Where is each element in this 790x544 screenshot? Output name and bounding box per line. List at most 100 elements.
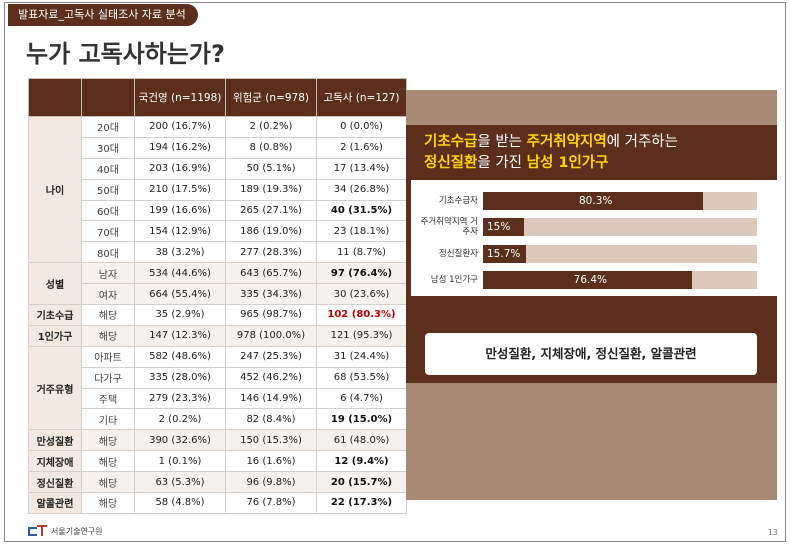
stat-bar-track: 15.7% — [483, 245, 757, 263]
row-subcategory: 다가구 — [81, 366, 135, 389]
cell-risk-group: 978 (100.0%) — [225, 324, 317, 347]
cell-lonely-death: 2 (1.6%) — [316, 136, 407, 159]
cell-risk-group: 150 (15.3%) — [225, 429, 317, 452]
stat-bar-track: 80.3% — [483, 192, 757, 210]
cell-lonely-death: 102 (80.3%) — [316, 304, 407, 326]
cell-risk-group: 16 (1.6%) — [225, 450, 317, 473]
logo-mark-icon — [28, 525, 48, 537]
stat-bar-row: 정신질환자 15.7% — [420, 244, 760, 264]
stat-bar-row: 남성 1인가구 76.4% — [420, 270, 760, 290]
hl-male-single: 남성 1인가구 — [526, 155, 609, 171]
row-subcategory: 30대 — [81, 136, 135, 159]
cell-risk-group: 96 (9.8%) — [225, 471, 317, 494]
stat-bar-value: 15.7% — [487, 248, 521, 260]
row-subcategory: 해당 — [81, 492, 135, 514]
row-subcategory: 기타 — [81, 408, 135, 431]
stat-bar-track: 76.4% — [483, 271, 757, 289]
cell-risk-group: 186 (19.0%) — [225, 220, 317, 243]
cell-risk-group: 8 (0.8%) — [225, 136, 317, 159]
table-row: 80대 38 (3.2%) 277 (28.3%) 11 (8.7%) — [29, 241, 407, 264]
logo-text: 서울기술연구원 — [51, 526, 103, 536]
row-subcategory: 해당 — [81, 429, 135, 452]
table-row: 기타 2 (0.2%) 82 (8.4%) 19 (15.0%) — [29, 408, 407, 431]
cell-national: 58 (4.8%) — [134, 492, 226, 514]
header-blank-1 — [28, 78, 82, 117]
cell-lonely-death: 19 (15.0%) — [316, 408, 407, 431]
cell-lonely-death: 121 (95.3%) — [316, 324, 407, 347]
cell-national: 203 (16.9%) — [134, 157, 226, 180]
stat-bar-fill — [483, 218, 525, 236]
table-row: 나이 20대 200 (16.7%) 2 (0.2%) 0 (0.0%) — [28, 115, 407, 264]
table-row: 70대 154 (12.9%) 186 (19.0%) 23 (18.1%) — [29, 220, 407, 243]
cell-national: 390 (32.6%) — [134, 429, 226, 452]
stat-bar-label: 주거취약지역 거주자 — [420, 217, 478, 237]
row-category: 알콜관련 — [28, 492, 82, 514]
table-row: 다가구 335 (28.0%) 452 (46.2%) 68 (53.5%) — [29, 366, 407, 389]
cell-national: 154 (12.9%) — [134, 220, 226, 243]
stat-bar-fill — [483, 192, 704, 210]
header-blank-2 — [81, 78, 135, 117]
table-row: 만성질환 해당 390 (32.6%) 150 (15.3%) 61 (48.0%) — [28, 429, 407, 452]
cell-national: 38 (3.2%) — [134, 241, 226, 264]
cell-national: 199 (16.6%) — [134, 199, 226, 222]
cell-lonely-death: 12 (9.4%) — [316, 450, 407, 473]
institute-logo: 서울기술연구원 — [28, 524, 103, 538]
row-category: 성별 — [28, 262, 82, 306]
page-number: 13 — [767, 528, 778, 537]
table-row: 성별 남자 534 (44.6%) 643 (65.7%) 97 (76.4%) — [28, 262, 407, 306]
table-row: 40대 203 (16.9%) 50 (5.1%) 17 (13.4%) — [29, 157, 407, 180]
table-row: 지체장애 해당 1 (0.1%) 16 (1.6%) 12 (9.4%) — [28, 450, 407, 473]
hl-basic-livelihood: 기초수급 — [424, 134, 478, 150]
hl-mental-illness: 정신질환 — [424, 155, 478, 171]
hl-text-2: 에 거주하는 — [606, 134, 678, 150]
row-subcategory: 해당 — [81, 304, 135, 326]
stat-bar-fill — [483, 271, 693, 289]
cell-risk-group: 965 (98.7%) — [225, 304, 317, 326]
row-category: 지체장애 — [28, 450, 82, 473]
header-risk-group: 위험군 (n=978) — [225, 78, 317, 117]
cell-risk-group: 76 (7.8%) — [225, 492, 317, 514]
row-subcategory: 주택 — [81, 387, 135, 410]
cell-risk-group: 643 (65.7%) — [225, 262, 317, 285]
hl-vulnerable-area: 주거취약지역 — [526, 134, 607, 150]
cell-lonely-death: 68 (53.5%) — [316, 366, 407, 389]
section-tag: 발표자료_고독사 실태조사 자료 분석 — [8, 4, 198, 26]
row-subcategory: 여자 — [81, 283, 135, 306]
row-category: 기초수급 — [28, 304, 82, 326]
table-row: 여자 664 (55.4%) 335 (34.3%) 30 (23.6%) — [29, 283, 407, 306]
cell-risk-group: 82 (8.4%) — [225, 408, 317, 431]
cell-lonely-death: 23 (18.1%) — [316, 220, 407, 243]
stat-bar-label: 기초수급자 — [438, 196, 478, 206]
header-national: 국건영 (n=1198) — [134, 78, 226, 117]
cell-national: 200 (16.7%) — [134, 116, 226, 138]
cell-risk-group: 277 (28.3%) — [225, 241, 317, 264]
cell-national: 194 (16.2%) — [134, 136, 226, 159]
cell-national: 1 (0.1%) — [134, 450, 226, 473]
cell-risk-group: 2 (0.2%) — [225, 116, 317, 138]
cell-lonely-death: 97 (76.4%) — [316, 262, 407, 285]
cell-national: 582 (48.6%) — [134, 345, 226, 368]
cell-lonely-death: 6 (4.7%) — [316, 387, 407, 410]
cell-national: 147 (12.3%) — [134, 324, 226, 347]
row-subcategory: 80대 — [81, 241, 135, 264]
row-subcategory: 해당 — [81, 471, 135, 494]
table-row: 30대 194 (16.2%) 8 (0.8%) 2 (1.6%) — [29, 136, 407, 159]
stat-bar-track: 15% — [483, 218, 757, 236]
cell-national: 35 (2.9%) — [134, 304, 226, 326]
cell-risk-group: 265 (27.1%) — [225, 199, 317, 222]
page-title: 누가 고독사하는가? — [26, 40, 225, 68]
row-subcategory: 해당 — [81, 324, 135, 347]
cell-lonely-death: 61 (48.0%) — [316, 429, 407, 452]
cell-national: 335 (28.0%) — [134, 366, 226, 389]
table-row: 1인가구 해당 147 (12.3%) 978 (100.0%) 121 (95.3%) — [28, 324, 407, 347]
cell-risk-group: 189 (19.3%) — [225, 178, 317, 201]
cell-lonely-death: 20 (15.7%) — [316, 471, 407, 494]
table-row: 정신질환 해당 63 (5.3%) 96 (9.8%) 20 (15.7%) — [28, 471, 407, 494]
row-subcategory: 40대 — [81, 157, 135, 180]
stat-bar-row: 기초수급자 80.3% — [420, 191, 760, 211]
cell-national: 210 (17.5%) — [134, 178, 226, 201]
stat-bar-row: 주거취약지역 거주자 15% — [420, 217, 760, 237]
cell-lonely-death: 0 (0.0%) — [316, 116, 407, 138]
stat-bar-value: 80.3% — [579, 195, 613, 207]
table-row: 주택 279 (23.3%) 146 (14.9%) 6 (4.7%) — [29, 387, 407, 410]
